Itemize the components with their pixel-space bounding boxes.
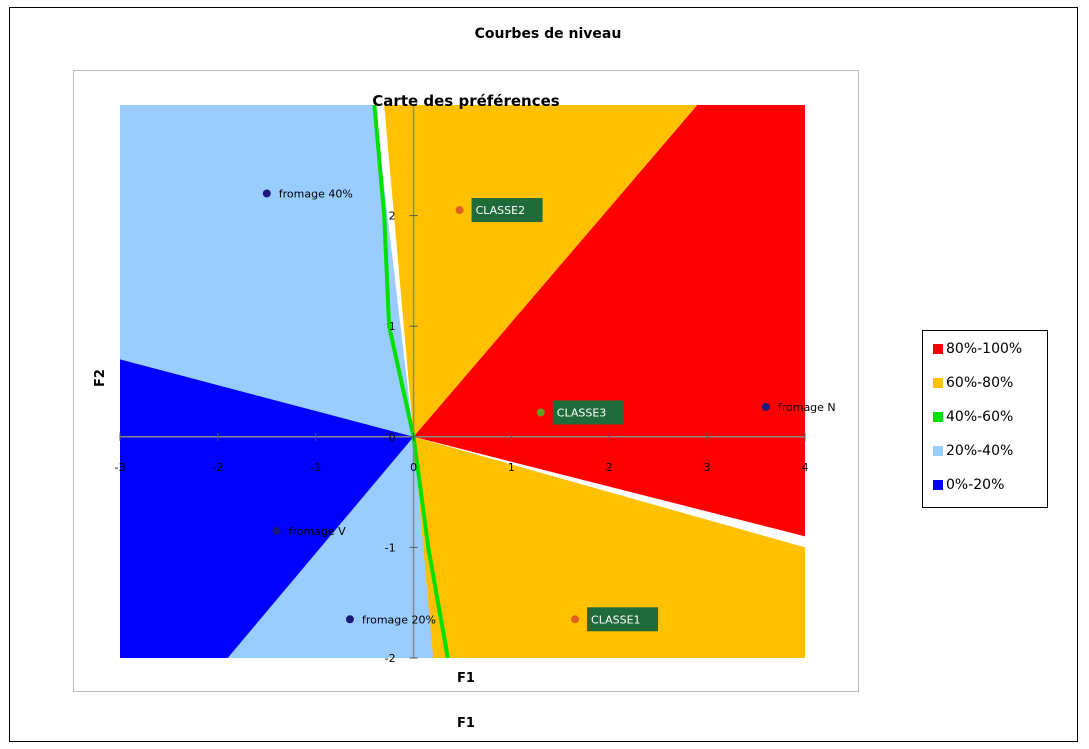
x-tick-label: 1: [508, 461, 515, 474]
data-point: [571, 615, 580, 624]
x-axis-label-inner: F1: [457, 671, 475, 686]
data-label-box: [552, 400, 624, 425]
legend-label: 60%-80%: [946, 375, 1014, 391]
x-tick-label: 0: [410, 461, 417, 474]
contour-regions: [120, 104, 805, 659]
legend: 80%-100% 60%-80% 40%-60% 20%-40% 0%-20%: [922, 330, 1048, 508]
x-tick-label: -3: [115, 461, 126, 474]
legend-swatch: [933, 344, 943, 354]
legend-swatch: [933, 378, 943, 388]
chart-subtitle: Carte des préférences: [372, 92, 559, 110]
data-label: fromage 40%: [279, 187, 353, 200]
legend-item: 0%-20%: [933, 475, 1004, 495]
plot-area-frame: [73, 70, 859, 692]
x-tick-label: 3: [704, 461, 711, 474]
y-tick-label: -1: [385, 541, 396, 554]
data-label-box: [587, 607, 659, 632]
data-points: fromage 40% CLASSE2 CLASSE3 fromage N fromag…: [262, 187, 836, 632]
x-tick-label: 4: [802, 461, 809, 474]
data-point: [761, 402, 770, 411]
data-point: [272, 526, 281, 535]
x-tick-label: 2: [606, 461, 613, 474]
data-label: fromage N: [778, 401, 836, 414]
region-40-60-band: [372, 104, 450, 659]
data-label-box: [471, 198, 543, 223]
region-0-20-upper: [120, 359, 414, 437]
data-label: fromage 20%: [362, 613, 436, 626]
y-tick-label: 2: [389, 210, 396, 223]
legend-item: 80%-100%: [933, 339, 1022, 359]
y-tick-label: -2: [385, 652, 396, 665]
legend-swatch: [933, 412, 943, 422]
data-label: CLASSE1: [591, 613, 641, 626]
region-60-80-upper: [384, 105, 698, 437]
legend-label: 40%-60%: [946, 409, 1014, 425]
y-axis-label: F2: [93, 369, 108, 387]
axes: -3 -2 -1 0 1 2 3 4 -2 -1 0 1 2: [115, 105, 809, 665]
data-point: [455, 206, 464, 215]
legend-label: 80%-100%: [946, 341, 1023, 357]
data-point: [345, 615, 354, 624]
y-tick-label: 1: [389, 320, 396, 333]
chart-outer-frame: [9, 7, 1078, 742]
legend-item: 60%-80%: [933, 373, 1013, 393]
legend-label: 20%-40%: [946, 443, 1014, 459]
legend-item: 40%-60%: [933, 407, 1013, 427]
x-axis-label: F1: [457, 716, 475, 731]
x-tick-label: -2: [212, 461, 223, 474]
region-0-20-lower: [120, 436, 414, 658]
region-60-80-lower: [413, 436, 805, 658]
legend-swatch: [933, 480, 943, 490]
legend-item: 20%-40%: [933, 441, 1013, 461]
legend-swatch: [933, 446, 943, 456]
data-point: [536, 408, 545, 417]
x-tick-label: -1: [310, 461, 321, 474]
data-label: CLASSE2: [476, 204, 526, 217]
legend-label: 0%-20%: [946, 477, 1005, 493]
data-label: CLASSE3: [557, 406, 607, 419]
data-point: [262, 189, 271, 198]
data-label: fromage V: [289, 525, 347, 538]
y-tick-label: 0: [389, 431, 396, 444]
region-80-100: [413, 105, 805, 537]
chart-title: Courbes de niveau: [475, 26, 622, 42]
